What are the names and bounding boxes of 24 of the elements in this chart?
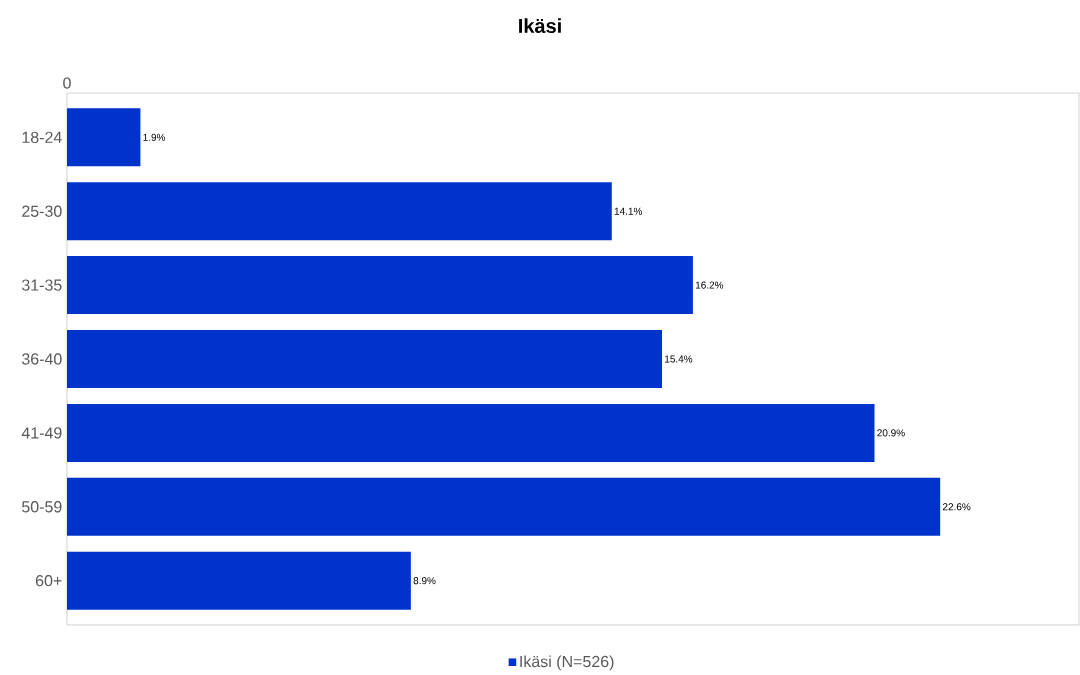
y-tick-label: 41-49 [21, 427, 62, 439]
data-label: 20.9% [877, 429, 905, 437]
y-tick-label: 36-40 [21, 353, 62, 365]
y-tick-label: 60+ [35, 575, 62, 587]
y-tick-label: 50-59 [22, 501, 62, 513]
text: 0 [63, 77, 71, 89]
data-label: 22.6% [942, 503, 971, 511]
bar [67, 477, 941, 536]
bar [67, 403, 875, 462]
y-tick-label: 25-30 [22, 205, 62, 217]
bar [67, 330, 662, 388]
y-tick-label: 31-35 [21, 279, 62, 291]
chart-title: Ikäsi [519, 18, 561, 33]
bar [67, 182, 612, 241]
data-label: 1.9% [143, 133, 166, 141]
data-label: 14.1% [614, 207, 643, 215]
legend-label: Ikäsi (N=526) [520, 655, 614, 671]
bar [67, 108, 141, 167]
bar [67, 256, 693, 315]
data-label: 16.2% [695, 281, 724, 289]
bar [67, 551, 411, 610]
y-tick-label: 18-24 [22, 131, 62, 143]
data-label: 8.9% [413, 577, 436, 585]
data-label: 15.4% [665, 355, 693, 363]
